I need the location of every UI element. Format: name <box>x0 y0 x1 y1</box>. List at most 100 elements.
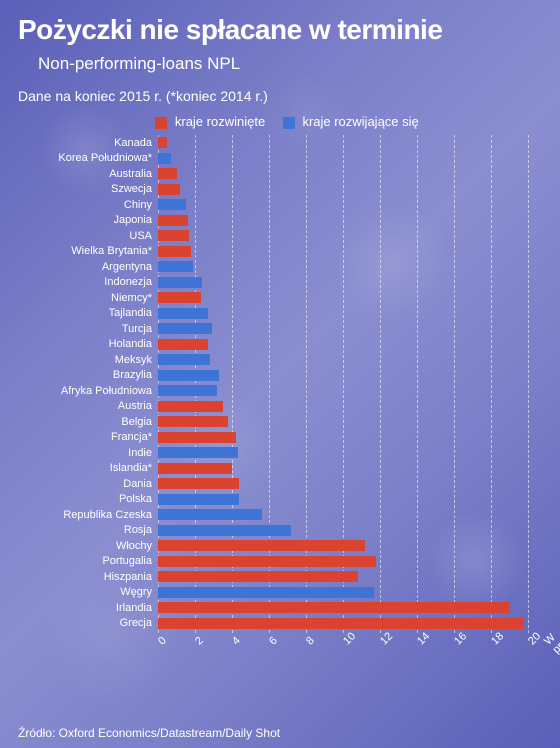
bar <box>158 509 262 520</box>
bar-area <box>158 199 542 210</box>
bar-row: Holandia <box>18 337 542 353</box>
country-label: Meksyk <box>18 354 158 366</box>
legend-label-developed: kraje rozwinięte <box>175 114 265 129</box>
bar-area <box>158 385 542 396</box>
bar-row: Austria <box>18 399 542 415</box>
country-label: Węgry <box>18 586 158 598</box>
xaxis-tick: 18 <box>489 630 506 647</box>
bar <box>158 261 193 272</box>
country-label: Japonia <box>18 214 158 226</box>
bar-row: Węgry <box>18 585 542 601</box>
bar-area <box>158 153 542 164</box>
bar <box>158 199 186 210</box>
bar-area <box>158 525 542 536</box>
xaxis-tick: 14 <box>415 630 432 647</box>
bar-row: Grecja <box>18 616 542 632</box>
bar <box>158 463 232 474</box>
bar <box>158 447 238 458</box>
chart-bars: Kanada Korea Południowa* Australia Szwecja C… <box>18 135 542 633</box>
bar-area <box>158 354 542 365</box>
bar-row: Turcja <box>18 321 542 337</box>
country-label: Brazylia <box>18 369 158 381</box>
country-label: Korea Południowa* <box>18 152 158 164</box>
legend-label-emerging: kraje rozwijające się <box>302 114 418 129</box>
country-label: Australia <box>18 168 158 180</box>
country-label: Hiszpania <box>18 571 158 583</box>
country-label: Indonezja <box>18 276 158 288</box>
bar-area <box>158 556 542 567</box>
xaxis-tick: 0 <box>156 635 169 648</box>
legend-swatch-emerging <box>283 117 295 129</box>
bar-area <box>158 618 542 629</box>
page-title: Pożyczki nie spłacane w terminie <box>18 14 542 46</box>
country-label: USA <box>18 230 158 242</box>
bar-area <box>158 587 542 598</box>
bar <box>158 401 223 412</box>
xaxis-tick: 6 <box>267 635 280 648</box>
chart-xaxis: 02468101214161820W proc. <box>158 633 560 673</box>
bar-row: Chiny <box>18 197 542 213</box>
country-label: Niemcy* <box>18 292 158 304</box>
bar <box>158 246 191 257</box>
bar-area <box>158 339 542 350</box>
bar-row: Australia <box>18 166 542 182</box>
bar-area <box>158 447 542 458</box>
xaxis-tick: 20 <box>526 630 543 647</box>
xaxis-tick: 2 <box>193 635 206 648</box>
bar <box>158 168 177 179</box>
country-label: Rosja <box>18 524 158 536</box>
bar <box>158 540 365 551</box>
bar-row: Wielka Brytania* <box>18 244 542 260</box>
country-label: Argentyna <box>18 261 158 273</box>
bar-row: Islandia* <box>18 461 542 477</box>
bar <box>158 370 219 381</box>
country-label: Republika Czeska <box>18 509 158 521</box>
bar-row: Portugalia <box>18 554 542 570</box>
bar <box>158 230 189 241</box>
country-label: Afryka Południowa <box>18 385 158 397</box>
source-line: Źródło: Oxford Economics/Datastream/Dail… <box>18 726 280 740</box>
bar <box>158 525 291 536</box>
country-label: Wielka Brytania* <box>18 245 158 257</box>
country-label: Turcja <box>18 323 158 335</box>
bar-area <box>158 323 542 334</box>
bar <box>158 308 208 319</box>
bar <box>158 184 180 195</box>
country-label: Dania <box>18 478 158 490</box>
bar <box>158 602 510 613</box>
bar-area <box>158 370 542 381</box>
bar-row: Dania <box>18 476 542 492</box>
country-label: Grecja <box>18 617 158 629</box>
country-label: Szwecja <box>18 183 158 195</box>
bar <box>158 153 171 164</box>
country-label: Portugalia <box>18 555 158 567</box>
bar-area <box>158 292 542 303</box>
xaxis-tick: 12 <box>378 630 395 647</box>
bar-area <box>158 184 542 195</box>
bar-area <box>158 168 542 179</box>
bar-row: Włochy <box>18 538 542 554</box>
bar-area <box>158 494 542 505</box>
bar <box>158 587 374 598</box>
bar-area <box>158 463 542 474</box>
bar-area <box>158 215 542 226</box>
bar-row: Francja* <box>18 430 542 446</box>
bar-row: Rosja <box>18 523 542 539</box>
country-label: Chiny <box>18 199 158 211</box>
country-label: Włochy <box>18 540 158 552</box>
bar-row: Irlandia <box>18 600 542 616</box>
bar <box>158 323 212 334</box>
subtitle: Non-performing-loans NPL <box>38 54 542 74</box>
bar <box>158 292 201 303</box>
bar <box>158 416 228 427</box>
xaxis-tick: 10 <box>341 630 358 647</box>
bar-area <box>158 432 542 443</box>
country-label: Kanada <box>18 137 158 149</box>
bar-area <box>158 261 542 272</box>
bar-row: Brazylia <box>18 368 542 384</box>
bar <box>158 354 210 365</box>
country-label: Belgia <box>18 416 158 428</box>
bar-row: Argentyna <box>18 259 542 275</box>
bar-area <box>158 137 542 148</box>
bar-row: Tajlandia <box>18 306 542 322</box>
